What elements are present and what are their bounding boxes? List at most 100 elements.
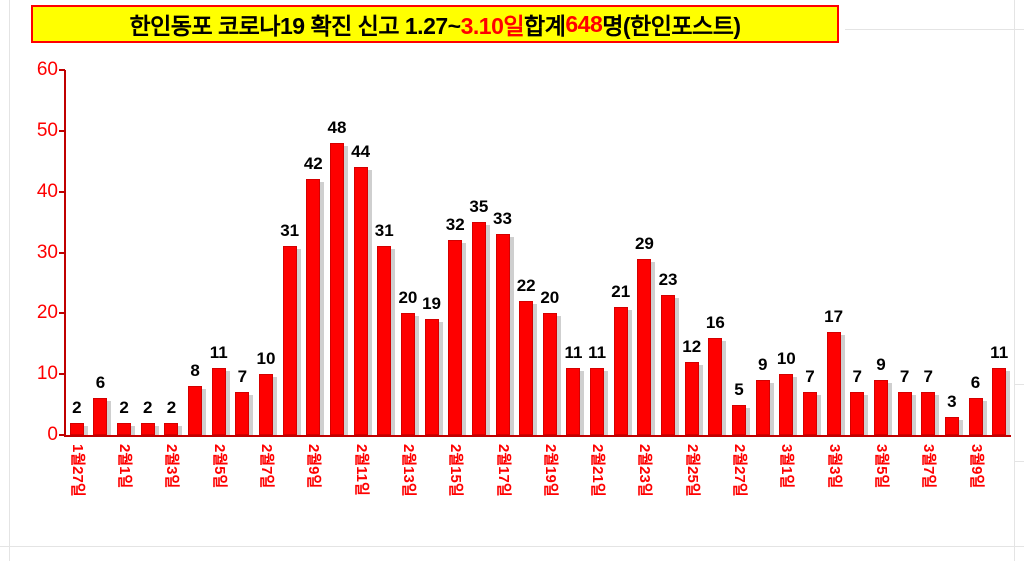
x-tick-label: 3월5일 [872,444,890,489]
bar [329,143,344,435]
x-tick-label: 3월9일 [967,444,985,489]
bar [944,417,959,435]
y-tick-label: 0 [47,424,58,445]
bar [211,368,226,435]
bar [684,362,699,435]
bar-value-label: 2 [72,398,82,417]
x-tick-label: 2월11일 [352,444,370,496]
plot-area [65,60,1011,435]
bar-value-label: 31 [280,221,300,240]
bar [93,398,108,435]
bar [992,368,1007,435]
bar [164,423,179,435]
bar-value-label: 17 [824,307,844,326]
bar [471,222,486,435]
bar-value-label: 20 [540,288,560,307]
y-tick-label: 50 [36,119,58,141]
x-tick-label: 2월17일 [494,444,512,497]
x-tick-label: 2월3일 [163,444,181,489]
sheet-gridline [845,29,1024,30]
title-segment: 3.10일 [460,13,525,39]
y-tick-label: 60 [36,59,58,80]
bar-value-label: 44 [351,142,371,161]
bar-value-label: 7 [852,367,862,386]
bar-value-label: 8 [190,361,200,380]
sheet-gridline [1014,461,1024,462]
bar-value-label: 11 [209,343,228,362]
bar [850,392,865,435]
x-tick-label: 2월13일 [399,444,417,497]
bar-value-label: 2 [143,398,153,417]
bar [400,313,415,435]
title-segment: 명(한인포스트) [602,13,741,39]
bar-value-label: 5 [734,380,744,399]
bar [188,386,203,435]
bar [424,319,439,435]
bar-value-label: 35 [469,197,489,216]
bar [259,374,274,435]
bar-value-label: 11 [588,343,607,362]
bar-value-label: 29 [634,234,654,253]
x-tick-label: 3월3일 [825,444,843,489]
y-axis-line [64,70,66,437]
bar [968,398,983,435]
bar [306,179,321,435]
x-axis-line [64,435,1011,437]
x-tick-label: 2월27일 [731,444,749,497]
bar-value-label: 7 [923,367,933,386]
bar [519,301,534,435]
x-tick-label: 1월27일 [68,444,86,497]
title-segment: 648 [565,10,603,37]
x-tick-label: 2월23일 [636,444,654,497]
bar-value-label: 11 [990,343,1009,362]
y-tick-label: 20 [36,302,58,324]
bar [755,380,770,435]
bar-value-label: 7 [899,367,910,386]
bar [353,167,368,435]
bar [613,307,628,435]
y-tick-label: 10 [36,363,58,385]
bar [448,240,463,435]
chart-title: 한인동포 코로나19 확진 신고 1.27~ 3.10일 합계 648 명(한인포스… [31,5,839,43]
sheet-gridline [1014,384,1024,385]
bar-value-label: 32 [445,215,465,234]
bar-value-label: 2 [119,398,129,417]
bar [282,246,297,435]
y-tick-label: 40 [36,180,58,202]
bar-value-label: 12 [682,337,702,356]
bar [661,295,676,435]
x-tick-label: 3월7일 [920,444,938,489]
bar [495,234,510,435]
y-tick-mark [59,251,65,254]
bar [140,423,155,435]
bar-value-label: 6 [970,373,981,392]
x-tick-label: 2월1일 [116,444,134,489]
bar-value-label: 48 [327,118,347,137]
bar-value-label: 10 [256,349,276,368]
bar-value-label: 21 [611,282,631,301]
bar [873,380,888,435]
bar [732,405,747,435]
bar [117,423,132,435]
x-tick-label: 2월21일 [589,444,607,497]
y-tick-mark [59,373,65,376]
sheet-gridline [0,546,1024,547]
bar-value-label: 9 [757,355,768,374]
bar-value-label: 11 [564,343,583,362]
bar-value-label: 31 [374,221,394,240]
bar-value-label: 10 [776,349,796,368]
bar-value-label: 2 [166,398,177,417]
title-segment: 합계 [524,13,566,39]
bar [566,368,581,435]
bar-value-label: 22 [516,276,536,295]
bar-value-label: 20 [398,288,418,307]
x-tick-label: 3월1일 [778,444,796,489]
title-segment: 한인동포 코로나19 확진 신고 1.27~ [129,13,461,39]
x-tick-label: 2월25일 [683,444,701,497]
bar [826,332,841,435]
x-tick-label: 2월9일 [305,444,323,489]
bar [377,246,392,435]
bar-value-label: 23 [658,270,678,289]
